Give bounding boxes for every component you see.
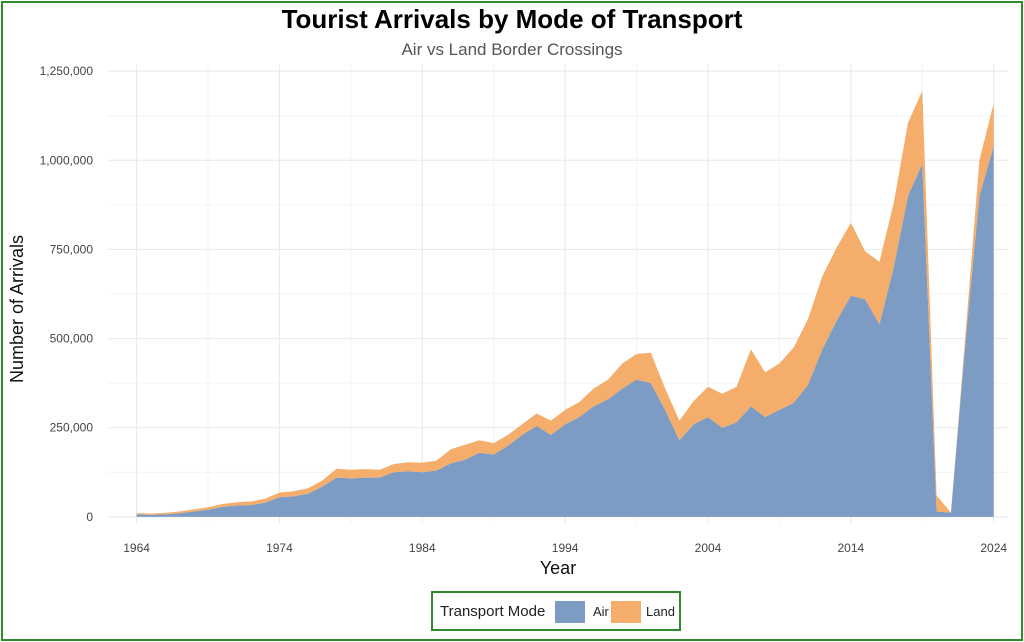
legend-title: Transport Mode	[440, 603, 546, 620]
legend-key-land	[611, 601, 641, 623]
area-land	[136, 90, 994, 515]
y-tick-label: 750,000	[50, 242, 94, 256]
legend-label-land: Land	[646, 604, 675, 619]
x-tick-label: 1974	[266, 541, 293, 555]
x-tick-label: 1984	[409, 541, 436, 555]
y-tick-label: 250,000	[50, 421, 94, 435]
area-air	[136, 146, 994, 517]
x-tick-label: 2014	[838, 541, 865, 555]
legend: Transport Mode Air Land	[431, 591, 681, 631]
x-tick-label: 1994	[552, 541, 579, 555]
y-tick-label: 500,000	[50, 332, 94, 346]
x-axis-label: Year	[540, 558, 576, 578]
legend-key-air	[555, 601, 585, 623]
chart-title: Tourist Arrivals by Mode of Transport	[281, 4, 743, 34]
y-tick-label: 1,000,000	[40, 153, 94, 167]
x-tick-label: 1964	[123, 541, 150, 555]
x-tick-label: 2004	[695, 541, 722, 555]
y-tick-label: 0	[86, 510, 93, 524]
y-axis-label: Number of Arrivals	[7, 235, 27, 383]
x-tick-label: 2024	[980, 541, 1007, 555]
legend-label-air: Air	[593, 604, 609, 619]
chart-subtitle: Air vs Land Border Crossings	[401, 40, 623, 59]
y-tick-label: 1,250,000	[40, 64, 94, 78]
